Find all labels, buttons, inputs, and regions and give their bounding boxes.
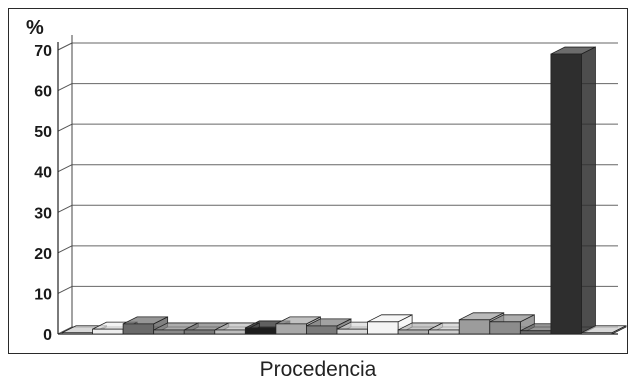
bar xyxy=(122,323,155,335)
bar xyxy=(550,53,582,335)
y-tick-label: 10 xyxy=(34,286,52,303)
bar-side xyxy=(581,46,596,335)
gridline-depth xyxy=(57,164,73,173)
y-tick-label: 50 xyxy=(34,124,52,141)
bar xyxy=(519,330,552,335)
bar xyxy=(153,329,185,335)
bar xyxy=(397,329,430,335)
bar xyxy=(458,319,491,335)
bar xyxy=(61,332,93,335)
y-tick-label: 20 xyxy=(34,246,52,263)
bar xyxy=(581,332,613,335)
bar xyxy=(428,329,460,335)
gridline-depth xyxy=(57,123,73,132)
x-axis-label: Procedencia xyxy=(259,358,377,381)
bar xyxy=(183,329,216,335)
y-tick-label: 40 xyxy=(34,165,52,182)
bar xyxy=(275,323,307,335)
gridline-depth xyxy=(57,83,73,92)
bar xyxy=(244,327,277,335)
bar xyxy=(489,321,521,335)
gridline-depth xyxy=(57,204,73,213)
y-tick-label: 0 xyxy=(43,327,52,344)
y-tick-label: 30 xyxy=(34,205,52,222)
bar xyxy=(214,329,246,335)
y-tick-label: 60 xyxy=(34,84,52,101)
gridline-depth xyxy=(57,42,73,51)
y-axis-unit: % xyxy=(26,17,44,39)
chart-frame xyxy=(8,8,628,354)
gridline-depth xyxy=(57,326,73,335)
gridline-depth xyxy=(57,245,73,254)
bar xyxy=(367,321,399,335)
gridline-depth xyxy=(57,285,73,294)
bar xyxy=(336,328,368,335)
y-tick-label: 70 xyxy=(34,43,52,60)
bar xyxy=(306,325,338,335)
bar xyxy=(92,328,124,335)
